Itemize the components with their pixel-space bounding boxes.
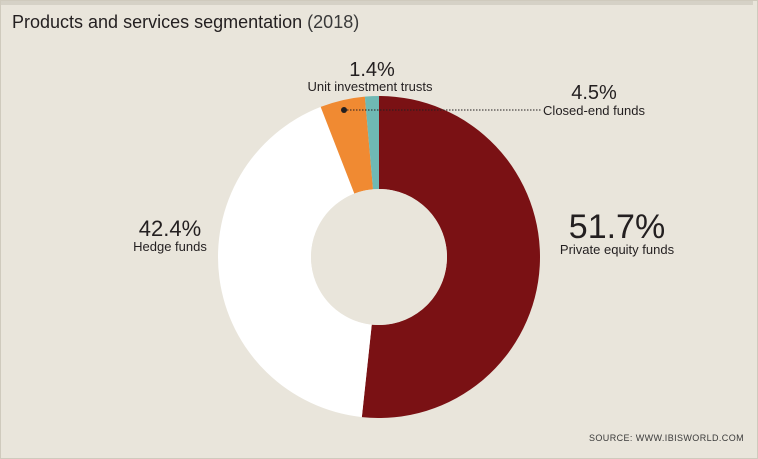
chart-title-year: (2018): [307, 12, 360, 32]
slice-group: [218, 96, 541, 418]
slice-pct-closed-end: 4.5%: [571, 82, 617, 104]
donut-slice-unit-investment-trusts: [364, 96, 379, 190]
slice-label-unit-investment: Unit investment trusts: [308, 79, 433, 94]
source-note: SOURCE: WWW.IBISWORLD.COM: [589, 433, 744, 443]
donut-slice-hedge-funds: [218, 106, 372, 418]
slice-pct-unit-investment: 1.4%: [349, 59, 395, 81]
slice-pct-private-equity: 51.7%: [569, 208, 665, 246]
slice-label-hedge-funds: Hedge funds: [133, 239, 207, 254]
slice-label-private-equity: Private equity funds: [560, 242, 675, 257]
donut-slice-private-equity-funds: [361, 96, 541, 418]
donut-hole: [311, 189, 447, 325]
slice-pct-hedge-funds: 42.4%: [139, 216, 201, 241]
chart-title: Products and services segmentation (2018…: [12, 12, 359, 33]
top-rule: [1, 1, 753, 5]
closed-end-leader-dot: [341, 107, 347, 113]
slice-label-closed-end: Closed-end funds: [543, 103, 645, 118]
chart-title-text: Products and services segmentation: [12, 12, 303, 32]
donut-slice-closed-end-funds: [320, 96, 374, 194]
